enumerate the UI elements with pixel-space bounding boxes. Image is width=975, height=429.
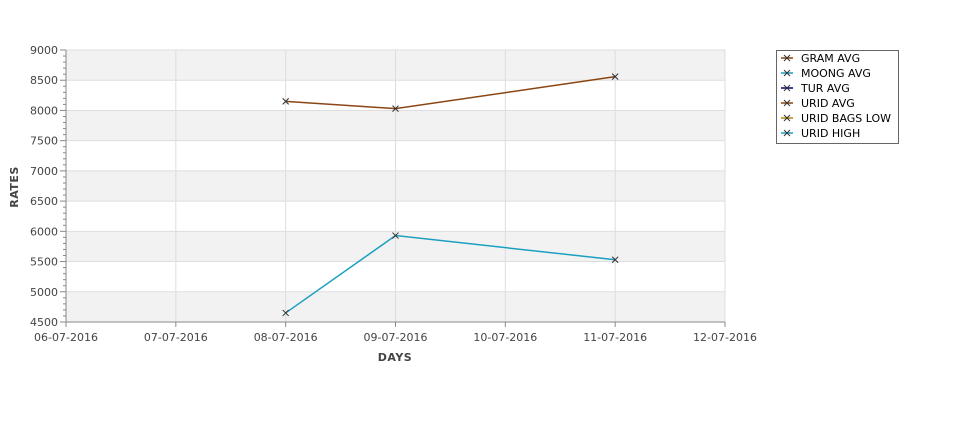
y-tick-label: 7000: [30, 165, 58, 178]
legend-item: URID HIGH: [781, 127, 860, 140]
legend-marker: [783, 129, 791, 137]
data-point-marker: [611, 256, 619, 264]
x-tick-label: 07-07-2016: [144, 331, 208, 344]
y-tick-label: 6000: [30, 225, 58, 238]
legend-item: TUR AVG: [781, 82, 850, 95]
x-tick-label: 08-07-2016: [254, 331, 318, 344]
y-tick-label: 5500: [30, 256, 58, 269]
x-axis-title: DAYS: [378, 351, 412, 364]
legend-label: GRAM AVG: [801, 52, 860, 65]
data-point-marker: [611, 73, 619, 80]
data-point-marker: [392, 232, 399, 239]
legend-item: URID AVG: [781, 97, 855, 110]
y-tick-label: 5000: [30, 286, 58, 299]
legend-label: URID BAGS LOW: [801, 112, 891, 125]
data-point-marker: [392, 105, 399, 112]
data-point-marker: [282, 98, 290, 105]
legend-label: TUR AVG: [800, 82, 850, 95]
legend-item: URID BAGS LOW: [781, 112, 891, 125]
x-tick-label: 06-07-2016: [34, 331, 98, 344]
legend-item: MOONG AVG: [781, 67, 871, 80]
legend-marker: [783, 114, 791, 122]
legend-marker: [783, 69, 791, 77]
y-tick-label: 6500: [30, 195, 58, 208]
x-tick-label: 10-07-2016: [473, 331, 537, 344]
x-tick-label: 09-07-2016: [364, 331, 428, 344]
legend-item: GRAM AVG: [781, 52, 860, 65]
y-tick-label: 9000: [30, 44, 58, 57]
legend-label: MOONG AVG: [801, 67, 871, 80]
legend-label: URID HIGH: [801, 127, 860, 140]
x-axis-ticks: 06-07-2016 07-07-2016 08-07-2016 09-07-2016…: [34, 322, 757, 344]
y-tick-label: 4500: [30, 316, 58, 329]
y-axis-ticks: 4500 5000 5500 6000 6500 7000 7500 8000 8500 9000: [30, 44, 66, 329]
legend: GRAM AVG MOONG AVG TUR AVG URID AVG URID BAG…: [776, 50, 899, 144]
y-tick-label: 8500: [30, 74, 58, 87]
data-point-marker: [282, 309, 290, 317]
y-tick-label: 7500: [30, 135, 58, 148]
x-tick-label: 12-07-2016: [693, 331, 757, 344]
y-tick-label: 8000: [30, 104, 58, 117]
legend-marker: [783, 84, 791, 92]
legend-box: [776, 50, 899, 144]
series-lines: [282, 73, 619, 317]
x-tick-label: 11-07-2016: [583, 331, 647, 344]
legend-marker: [783, 54, 791, 62]
legend-label: URID AVG: [801, 97, 855, 110]
legend-marker: [783, 99, 791, 107]
y-axis-title: RATES: [8, 166, 21, 208]
